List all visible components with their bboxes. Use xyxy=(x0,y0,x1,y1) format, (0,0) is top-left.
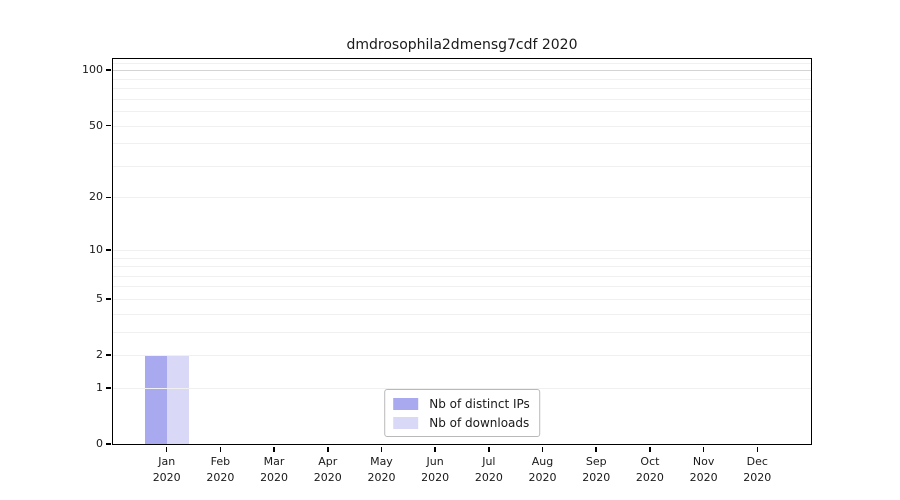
y-tick-mark-0 xyxy=(106,443,111,445)
y-tick-label-2: 2 xyxy=(96,348,103,362)
gridlines-layer xyxy=(113,59,811,444)
minor-gridline-9 xyxy=(113,257,811,259)
minor-gridline-80 xyxy=(113,88,811,90)
x-tick-mark-apr-2020 xyxy=(327,446,329,452)
x-tick-label-jan-2020: Jan 2020 xyxy=(152,455,181,484)
legend: Nb of distinct IPs Nb of downloads xyxy=(384,389,540,437)
y-tick-label-20: 20 xyxy=(89,190,103,204)
x-tick-label-mar-2020: Mar 2020 xyxy=(260,455,289,484)
minor-gridline-50 xyxy=(113,125,811,127)
y-tick-label-1: 1 xyxy=(96,380,103,394)
y-tick-mark-50 xyxy=(106,124,111,127)
y-tick-mark-1 xyxy=(106,387,111,389)
legend-swatch-nb-of-distinct-ips xyxy=(393,397,419,410)
x-tick-mark-jun-2020 xyxy=(434,446,436,452)
x-axis-layer: Jan 2020 Feb 2020 Mar 2020 Apr 2020 May 2020… xyxy=(113,59,811,484)
plot-area: 0 1 2 5 10 20 50 100 Jan 2020 Feb 2020 Mar 2020 Ap… xyxy=(82,58,812,484)
minor-gridline-2 xyxy=(113,355,811,357)
y-tick-mark-5 xyxy=(106,298,111,300)
x-tick-label-jul-2020: Jul 2020 xyxy=(474,455,503,484)
x-tick-mark-may-2020 xyxy=(380,446,383,452)
x-tick-label-may-2020: May 2020 xyxy=(367,455,396,484)
bar-nb-of-downloads-jan-2020 xyxy=(166,355,189,444)
major-gridline-100 xyxy=(113,70,811,72)
minor-gridline-20 xyxy=(113,197,811,199)
minor-gridline-60 xyxy=(113,111,811,113)
minor-gridline-110 xyxy=(113,62,811,64)
minor-gridline-5 xyxy=(113,298,811,300)
minor-gridline-3 xyxy=(113,331,811,333)
x-tick-label-oct-2020: Oct 2020 xyxy=(635,455,664,484)
x-tick-label-nov-2020: Nov 2020 xyxy=(689,455,718,484)
minor-gridline-4 xyxy=(113,313,811,315)
minor-gridline-90 xyxy=(113,78,811,80)
x-tick-label-sep-2020: Sep 2020 xyxy=(582,455,611,484)
minor-gridline-7 xyxy=(113,275,811,277)
x-tick-mark-nov-2020 xyxy=(702,446,705,452)
y-tick-label-100: 100 xyxy=(82,63,103,77)
bar-nb-of-distinct-ips-jan-2020 xyxy=(144,355,167,444)
y-tick-label-50: 50 xyxy=(89,118,103,132)
y-tick-mark-20 xyxy=(106,196,111,199)
y-tick-label-0: 0 xyxy=(96,437,103,450)
x-tick-label-jun-2020: Jun 2020 xyxy=(421,455,450,484)
x-tick-mark-aug-2020 xyxy=(541,446,544,452)
y-tick-mark-2 xyxy=(106,354,111,356)
minor-gridline-8 xyxy=(113,266,811,268)
x-tick-label-feb-2020: Feb 2020 xyxy=(206,455,235,484)
legend-swatch-nb-of-downloads xyxy=(393,416,419,429)
legend-row-nb-of-distinct-ips: Nb of distinct IPs xyxy=(393,394,530,413)
x-tick-mark-sep-2020 xyxy=(595,446,597,452)
minor-gridline-40 xyxy=(113,143,811,145)
x-tick-mark-jul-2020 xyxy=(488,446,490,452)
x-tick-label-aug-2020: Aug 2020 xyxy=(528,455,557,484)
legend-label-nb-of-distinct-ips: Nb of distinct IPs xyxy=(429,396,530,411)
x-tick-label-apr-2020: Apr 2020 xyxy=(313,455,342,484)
y-tick-mark-10 xyxy=(106,249,111,251)
bars-layer xyxy=(113,59,811,444)
x-tick-mark-dec-2020 xyxy=(756,446,759,452)
minor-gridline-10 xyxy=(113,249,811,251)
x-tick-label-dec-2020: Dec 2020 xyxy=(743,455,772,484)
legend-label-nb-of-downloads: Nb of downloads xyxy=(429,415,530,430)
x-tick-mark-oct-2020 xyxy=(649,446,651,452)
minor-gridline-30 xyxy=(113,165,811,167)
minor-gridline-70 xyxy=(113,98,811,100)
x-tick-mark-mar-2020 xyxy=(273,446,275,452)
x-tick-mark-jan-2020 xyxy=(165,446,168,452)
y-axis-layer: 0 1 2 5 10 20 50 100 xyxy=(82,59,811,450)
minor-gridline-1 xyxy=(113,387,811,389)
minor-gridline-6 xyxy=(113,286,811,288)
legend-row-nb-of-downloads: Nb of downloads xyxy=(393,413,530,432)
y-tick-label-10: 10 xyxy=(89,242,103,256)
y-tick-label-5: 5 xyxy=(96,291,103,305)
chart-title: dmdrosophila2dmensg7cdf 2020 xyxy=(346,37,578,53)
x-tick-mark-feb-2020 xyxy=(219,446,222,452)
y-tick-mark-100 xyxy=(106,69,111,71)
